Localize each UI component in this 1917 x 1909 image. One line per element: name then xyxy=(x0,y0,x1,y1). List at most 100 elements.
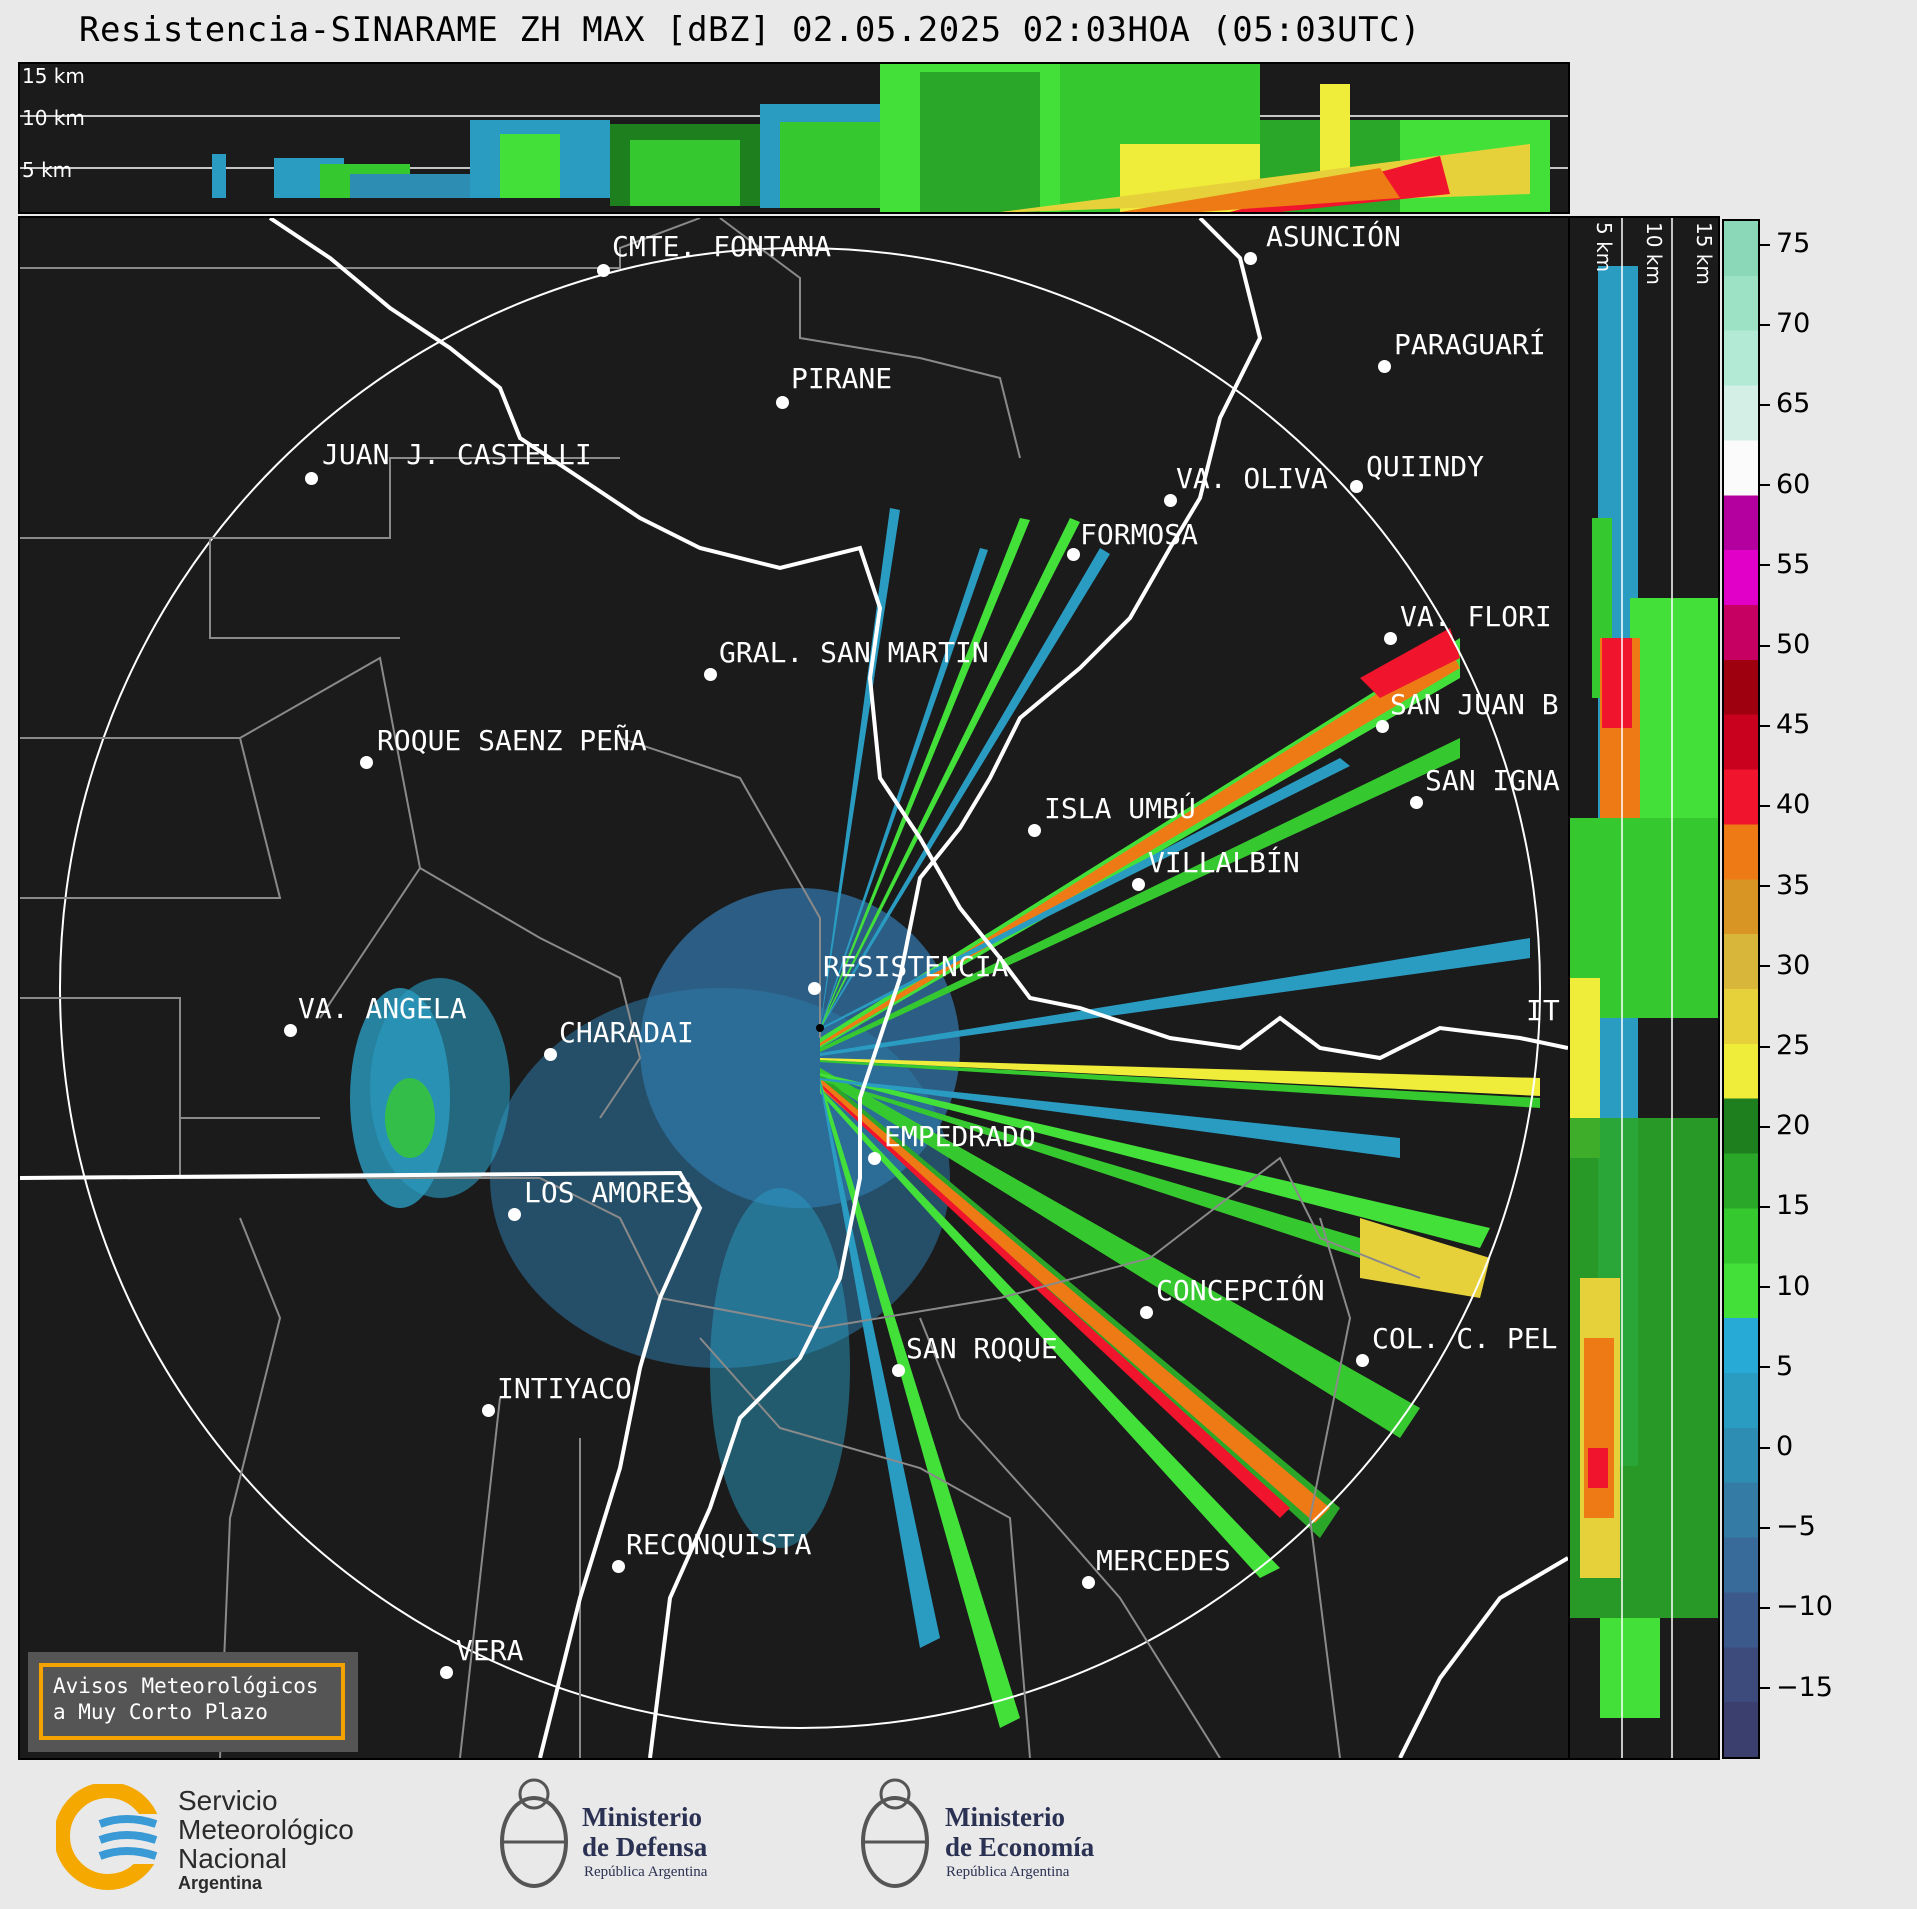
city-label: VA. ANGELA xyxy=(298,992,467,1025)
city-dot xyxy=(1410,796,1423,809)
defensa-subtitle: República Argentina xyxy=(584,1864,708,1880)
smn-logo-text: Servicio Meteorológico Nacional Argentin… xyxy=(178,1786,354,1893)
smn-logo-icon xyxy=(56,1784,176,1890)
city-label: COL. C. PEL xyxy=(1372,1322,1558,1355)
city-dot xyxy=(305,472,318,485)
smn-line-3: Nacional xyxy=(178,1843,287,1874)
top-cross-section-echoes xyxy=(20,64,1568,212)
city-label: VA. FLORI xyxy=(1400,600,1552,633)
city-dot xyxy=(1356,1354,1369,1367)
city-dot xyxy=(892,1364,905,1377)
city-label: PIRANE xyxy=(791,362,893,395)
radar-beams xyxy=(820,508,1540,1728)
city-dot xyxy=(508,1208,521,1221)
city-dot xyxy=(808,982,821,995)
side-height-label-15: 15 km xyxy=(1692,222,1716,285)
city-label: EMPEDRADO xyxy=(884,1120,1036,1153)
city-dot xyxy=(1082,1576,1095,1589)
city-label: JUAN J. CASTELLI xyxy=(322,438,592,471)
colorbar-tick: 30 xyxy=(1760,950,1822,981)
economia-line-1: Ministerio xyxy=(945,1802,1065,1832)
colorbar-tick: 55 xyxy=(1760,549,1822,580)
colorbar-tick: 15 xyxy=(1760,1190,1822,1221)
colorbar-tick: −5 xyxy=(1760,1511,1822,1542)
colorbar-tick: 25 xyxy=(1760,1030,1822,1061)
city-dot xyxy=(360,756,373,769)
city-dot xyxy=(597,264,610,277)
city-label: ROQUE SAENZ PEÑA xyxy=(377,724,647,757)
top-height-label-10: 10 km xyxy=(22,106,85,130)
radar-map-graphics xyxy=(20,218,1568,1758)
avisos-line-1: Avisos Meteorológicos xyxy=(53,1674,319,1698)
colorbar-tick: 45 xyxy=(1760,709,1822,740)
city-dot xyxy=(612,1560,625,1573)
city-label: SAN JUAN B xyxy=(1390,688,1559,721)
city-label: INTIYACO xyxy=(497,1372,632,1405)
city-dot xyxy=(1350,480,1363,493)
city-dot xyxy=(1140,1306,1153,1319)
side-cross-section: 5 km 10 km 15 km xyxy=(1570,216,1720,1760)
city-label: ASUNCIÓN xyxy=(1266,220,1401,253)
city-dot xyxy=(868,1152,881,1165)
argentina-coat-of-arms-icon xyxy=(861,1778,929,1888)
colorbar-tick: −15 xyxy=(1760,1672,1833,1703)
top-cross-section: 15 km 10 km 5 km xyxy=(18,62,1570,214)
city-dot xyxy=(1244,252,1257,265)
colorbar-tick: 40 xyxy=(1760,789,1822,820)
side-cross-section-echoes xyxy=(1570,218,1718,1758)
argentina-coat-of-arms-icon xyxy=(500,1778,568,1888)
city-label: PARAGUARÍ xyxy=(1394,328,1546,361)
colorbar-tick: 20 xyxy=(1760,1110,1822,1141)
colorbar-tick: 50 xyxy=(1760,629,1822,660)
smn-line-4: Argentina xyxy=(178,1873,263,1893)
top-height-label-15: 15 km xyxy=(22,64,85,88)
colorbar-tick: 75 xyxy=(1760,228,1822,259)
city-label: VA. OLIVA xyxy=(1176,462,1328,495)
city-label: ISLA UMBÚ xyxy=(1044,792,1196,825)
economia-title: Ministerio de Economía xyxy=(945,1802,1094,1862)
city-label: SAN ROQUE xyxy=(906,1332,1058,1365)
top-height-label-5: 5 km xyxy=(22,158,73,182)
dbz-colorbar xyxy=(1722,219,1760,1759)
defensa-line-1: Ministerio xyxy=(582,1802,702,1832)
city-dot xyxy=(1132,878,1145,891)
city-dot xyxy=(1164,494,1177,507)
colorbar-tick: 0 xyxy=(1760,1431,1822,1462)
city-label: CONCEPCIÓN xyxy=(1156,1274,1325,1307)
colorbar-tick: 70 xyxy=(1760,308,1822,339)
city-label: RESISTENCIA xyxy=(823,950,1009,983)
city-label: RECONQUISTA xyxy=(626,1528,812,1561)
avisos-line-2: a Muy Corto Plazo xyxy=(53,1700,268,1724)
city-dot xyxy=(704,668,717,681)
country-borders xyxy=(20,218,1568,1758)
city-label: SAN IGNA xyxy=(1425,764,1560,797)
city-label: FORMOSA xyxy=(1080,518,1199,551)
city-dot xyxy=(1028,824,1041,837)
colorbar-tick: 5 xyxy=(1760,1351,1822,1382)
side-height-label-10: 10 km xyxy=(1642,222,1666,285)
city-dot xyxy=(1384,632,1397,645)
colorbar-tick: 35 xyxy=(1760,870,1822,901)
city-dot xyxy=(776,396,789,409)
colorbar-tick: −10 xyxy=(1760,1591,1833,1622)
colorbar-tick: 60 xyxy=(1760,469,1822,500)
city-label: QUIINDY xyxy=(1366,450,1485,483)
colorbar-tick: 10 xyxy=(1760,1271,1822,1302)
footer-logos: Servicio Meteorológico Nacional Argentin… xyxy=(0,1762,1917,1909)
colorbar-tick: 65 xyxy=(1760,388,1822,419)
smn-line-1: Servicio xyxy=(178,1785,278,1816)
city-label: MERCEDES xyxy=(1096,1544,1231,1577)
city-label: VERA xyxy=(456,1634,524,1667)
city-label: CMTE. FONTANA xyxy=(612,230,832,263)
city-dot xyxy=(544,1048,557,1061)
map-title: Resistencia-SINARAME ZH MAX [dBZ] 02.05.… xyxy=(78,10,1422,50)
city-dot xyxy=(284,1024,297,1037)
radar-map: CMTE. FONTANA ASUNCIÓN PIRANE PARAGUARÍ … xyxy=(18,216,1570,1760)
city-dot xyxy=(1067,548,1080,561)
avisos-box: Avisos Meteorológicos a Muy Corto Plazo xyxy=(28,1652,358,1752)
side-height-label-5: 5 km xyxy=(1592,222,1616,273)
city-label: VILLALBÍN xyxy=(1148,846,1300,879)
province-borders xyxy=(20,218,1421,1758)
city-label: GRAL. SAN MARTIN xyxy=(719,636,989,669)
economia-subtitle: República Argentina xyxy=(946,1864,1070,1880)
